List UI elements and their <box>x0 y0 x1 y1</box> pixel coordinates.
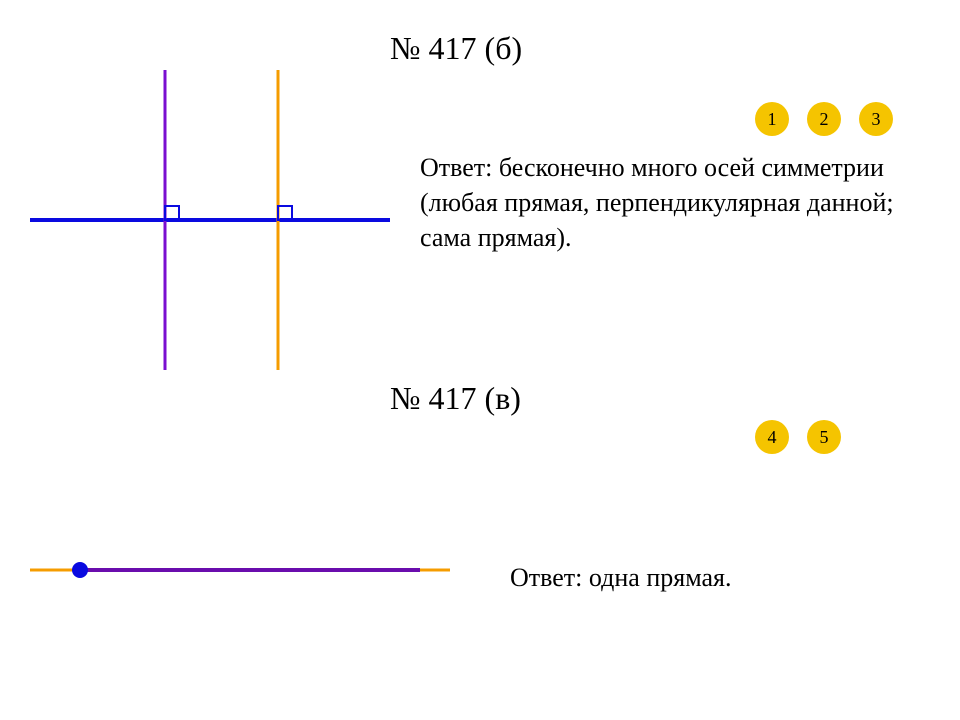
diagram-b <box>0 60 420 380</box>
title-v: № 417 (в) <box>390 380 521 417</box>
badge-2[interactable]: 2 <box>807 102 841 136</box>
badge-1[interactable]: 1 <box>755 102 789 136</box>
diagram-v <box>0 530 480 610</box>
badge-5[interactable]: 5 <box>807 420 841 454</box>
answer-b: Ответ: бесконечно много осей симметрии (… <box>420 150 900 255</box>
badge-4[interactable]: 4 <box>755 420 789 454</box>
badge-3[interactable]: 3 <box>859 102 893 136</box>
answer-v: Ответ: одна прямая. <box>510 560 910 595</box>
